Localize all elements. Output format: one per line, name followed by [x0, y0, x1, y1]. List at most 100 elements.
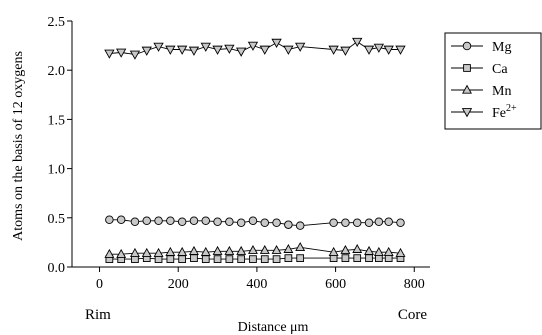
- data-point: [260, 218, 270, 227]
- data-point: [212, 245, 223, 255]
- data-point: [116, 48, 127, 58]
- y-tick-label: 2.0: [48, 64, 66, 79]
- data-point: [116, 215, 126, 225]
- y-tick-label: 1.0: [48, 163, 66, 178]
- legend-label: Ca: [492, 62, 508, 77]
- data-point: [374, 217, 384, 226]
- data-point: [225, 255, 234, 263]
- data-point: [213, 255, 222, 263]
- data-point: [104, 248, 115, 258]
- data-point: [259, 45, 270, 55]
- data-point: [352, 243, 363, 253]
- data-point: [341, 218, 350, 227]
- data-point: [383, 246, 394, 256]
- x-axis-title: Distance μm: [238, 320, 309, 335]
- data-point: [340, 46, 351, 56]
- data-point: [373, 43, 385, 53]
- data-point: [395, 45, 406, 55]
- x-tick-label: 400: [246, 277, 267, 292]
- data-point: [225, 217, 234, 226]
- data-point: [295, 42, 306, 52]
- data-point: [154, 216, 163, 226]
- data-point: [364, 245, 374, 255]
- data-point: [352, 218, 362, 227]
- data-point: [166, 255, 175, 263]
- data-point: [165, 246, 176, 256]
- y-tick-label: 0.5: [48, 212, 66, 227]
- data-point: [200, 42, 211, 52]
- data-point: [352, 37, 363, 47]
- data-point: [272, 218, 281, 227]
- data-point: [373, 246, 384, 256]
- data-point: [166, 216, 175, 226]
- data-point: [271, 244, 282, 254]
- series-mn: [104, 241, 406, 258]
- data-point: [178, 255, 187, 263]
- data-point: [200, 246, 211, 256]
- legend-item-ca: Ca: [451, 62, 508, 77]
- data-point: [283, 45, 294, 55]
- data-point: [249, 255, 257, 263]
- data-point: [341, 254, 350, 262]
- series-ca: [105, 254, 405, 263]
- data-point: [396, 218, 405, 227]
- data-point: [224, 44, 235, 54]
- x-tick-label: 200: [168, 277, 189, 292]
- data-point: [295, 221, 305, 230]
- data-point: [105, 215, 114, 225]
- y-tick-label: 2.5: [48, 15, 66, 30]
- legend-marker: [462, 84, 472, 94]
- data-point: [141, 46, 152, 56]
- data-point: [165, 45, 176, 55]
- y-axis-title: Atoms on the basis of 12 oxygens: [11, 51, 26, 241]
- data-point: [340, 244, 351, 254]
- rim-label: Rim: [85, 307, 111, 323]
- data-point: [283, 243, 294, 253]
- data-point: [237, 255, 246, 263]
- data-point: [383, 45, 394, 55]
- data-point: [129, 50, 141, 60]
- data-point: [353, 254, 362, 262]
- data-point: [188, 46, 200, 56]
- data-point: [190, 254, 198, 262]
- data-point: [248, 244, 258, 254]
- data-point: [395, 247, 406, 257]
- legend-marker: [462, 41, 472, 51]
- data-point: [189, 216, 199, 226]
- data-point: [364, 218, 374, 227]
- data-point: [212, 45, 223, 55]
- legend-item-fe: Fe2+: [451, 103, 517, 121]
- legend-marker: [463, 64, 471, 72]
- data-point: [365, 254, 373, 262]
- data-point: [284, 254, 293, 262]
- x-tick-label: 800: [404, 277, 425, 292]
- data-point: [235, 47, 247, 57]
- data-point: [363, 45, 375, 55]
- data-point: [201, 216, 211, 226]
- data-point: [116, 248, 127, 258]
- data-point: [188, 245, 199, 255]
- legend-label: Fe2+: [492, 103, 517, 121]
- x-tick-label: 600: [325, 277, 346, 292]
- data-point: [129, 247, 140, 257]
- data-point: [177, 217, 187, 226]
- data-point: [260, 255, 269, 263]
- data-point: [259, 244, 270, 254]
- data-point: [248, 216, 258, 226]
- data-point: [213, 217, 222, 226]
- series-mg: [105, 215, 405, 230]
- data-point: [141, 247, 152, 257]
- data-point: [384, 217, 393, 226]
- data-point: [177, 246, 188, 256]
- data-point: [153, 42, 164, 52]
- data-point: [201, 255, 210, 263]
- series-fe: [104, 37, 406, 60]
- data-point: [272, 255, 281, 263]
- data-point: [176, 45, 188, 55]
- legend-label: Mg: [492, 40, 511, 55]
- data-point: [142, 216, 151, 226]
- x-tick-label: 0: [96, 277, 103, 292]
- data-point: [295, 241, 306, 251]
- legend-item-mn: Mn: [451, 84, 511, 99]
